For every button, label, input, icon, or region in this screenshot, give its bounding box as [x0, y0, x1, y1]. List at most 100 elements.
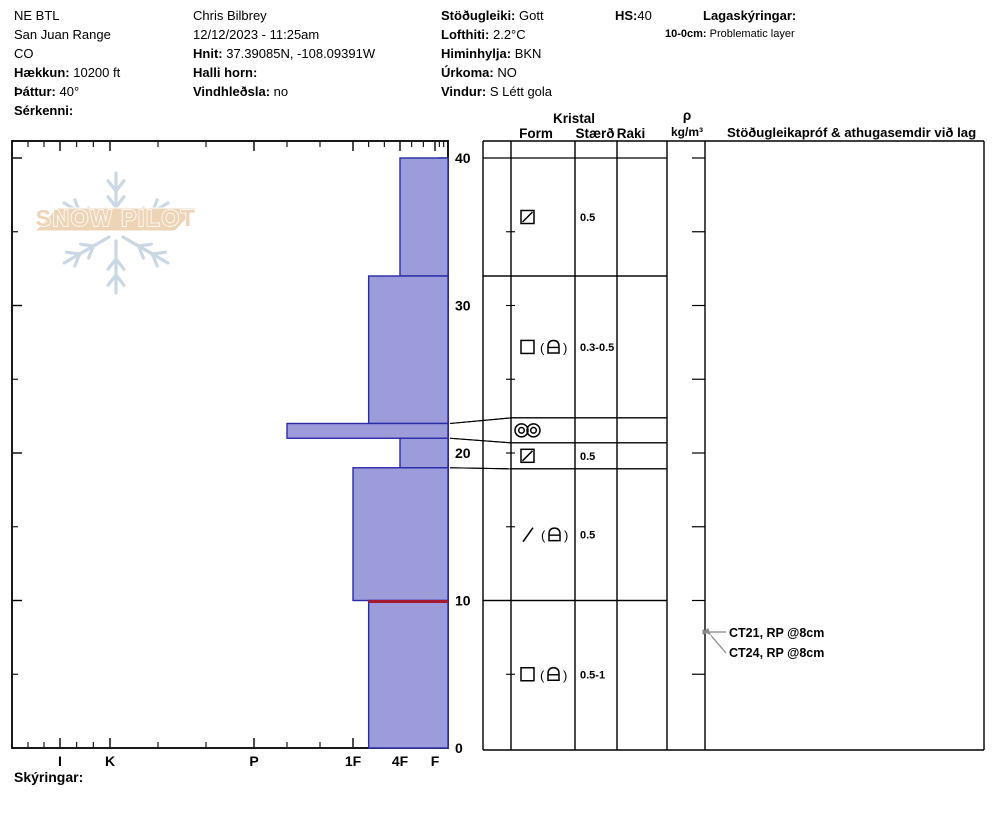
- snowflake-branch: [150, 250, 167, 256]
- snowflake-branch: [114, 273, 126, 287]
- grain-square-slash-icon: [521, 450, 534, 462]
- grain-square-slash-icon: [520, 209, 535, 225]
- legend-label: Skýringar:: [14, 769, 84, 785]
- coordinates: Hnit: 37.39085N, -108.09391W: [193, 46, 376, 61]
- slope-angle: Halli horn:: [193, 65, 258, 80]
- paren-close: ): [563, 668, 567, 683]
- grain-form-symbol: [520, 448, 535, 464]
- grain-form-symbol: [520, 209, 535, 225]
- depth-axis-label: 30: [455, 298, 471, 314]
- stability-test-label: CT21, RP @8cm: [729, 626, 824, 640]
- hardness-axis-label: I: [58, 753, 62, 769]
- depth-axis-label: 0: [455, 740, 463, 756]
- row-connector-line: [449, 437, 512, 444]
- observer-info-block: Chris Bilbrey 12/12/2023 - 11:25am Hnit:…: [193, 6, 375, 101]
- row-connector-line: [449, 467, 512, 470]
- snow-height-block: HS:40: [615, 6, 652, 25]
- layer-bar: [286, 422, 449, 439]
- snowflake-arm: [62, 235, 111, 265]
- grain-form-symbol: [514, 423, 541, 438]
- site-special: Sérkenni:: [14, 103, 74, 118]
- column-header-form: Form: [519, 126, 553, 141]
- hardness-axis-label: 4F: [392, 753, 409, 769]
- layer-bar: [367, 599, 449, 749]
- layer-notes-block: Lagaskýringar:: [703, 6, 796, 25]
- column-header-size: Stærð: [575, 126, 614, 141]
- hardness-axis-label: F: [431, 753, 440, 769]
- column-header-moisture: Raki: [617, 126, 646, 141]
- snow-height: HS:40: [615, 8, 652, 23]
- stability-test-label: CT24, RP @8cm: [729, 646, 824, 660]
- grain-cup-icon: [547, 666, 560, 681]
- grain-size-value: 0.5: [580, 451, 595, 463]
- snowpilot-watermark: SNOW PILOT: [33, 171, 199, 295]
- snowflake-arm: [121, 235, 170, 265]
- column-header-density: ρ: [683, 108, 691, 123]
- snowflake-branch: [65, 250, 82, 256]
- grain-square-slash-icon: [521, 211, 534, 223]
- depth-axis-label: 20: [455, 445, 471, 461]
- snowflake-branch: [106, 195, 118, 209]
- grain-square-slash-icon: [520, 448, 535, 464]
- snowflake-branch: [114, 179, 126, 193]
- grain-form-symbol: (): [520, 666, 567, 683]
- grain-double-circles-icon: [529, 426, 538, 434]
- grain-size-value: 0.5-1: [580, 669, 605, 681]
- wind-loading: Vindhleðsla: no: [193, 84, 289, 99]
- air-temp: Lofthiti: 2.2°C: [441, 27, 526, 42]
- snowflake-branch: [106, 179, 118, 193]
- grain-double-circles-icon: [526, 423, 541, 438]
- snowflake-branch: [106, 273, 118, 287]
- snowflake-branch: [136, 244, 145, 260]
- grain-square-icon: [520, 667, 535, 682]
- site-name: NE BTL: [14, 8, 60, 23]
- paren-open: (: [540, 668, 545, 683]
- snowflake-branch: [114, 257, 126, 271]
- sky-cover: Himinhylja: BKN: [441, 46, 542, 61]
- grain-form-symbol: (): [520, 339, 567, 355]
- snowflake-branch: [114, 195, 126, 209]
- row-connector-line: [449, 417, 512, 425]
- snowflake-branch: [150, 252, 159, 268]
- column-header-density-unit: kg/m³: [671, 125, 703, 139]
- snowflake-branch: [87, 244, 96, 260]
- depth-axis-label: 40: [455, 150, 471, 166]
- grain-size-value: 0.3-0.5: [580, 342, 614, 354]
- stability-tests: CT21, RP @8cm CT24, RP @8cm: [702, 626, 824, 660]
- layer-bar: [399, 437, 449, 469]
- logo-text: SNOW PILOT: [36, 205, 197, 231]
- grain-double-circles-icon: [514, 423, 529, 438]
- precip: Úrkoma: NO: [441, 65, 517, 80]
- stability-test-arrow: [710, 635, 727, 654]
- column-header-stability: Stöðugleikapróf & athugasemdir við lag: [727, 125, 976, 140]
- grain-double-circles-icon: [517, 426, 526, 434]
- site-info-block: NE BTL San Juan Range CO Hækkun: 10200 f…: [14, 6, 120, 120]
- site-state: CO: [14, 46, 34, 61]
- layer-bar: [352, 467, 449, 602]
- paren-open: (: [541, 528, 546, 543]
- logo-banner: [33, 207, 199, 232]
- snowflake-branch: [79, 242, 96, 248]
- grain-square-icon: [520, 339, 535, 355]
- observation-datetime: 12/12/2023 - 11:25am: [193, 27, 320, 42]
- layer-bar: [399, 157, 449, 277]
- layer-bar: [367, 275, 449, 425]
- site-elevation: Hækkun: 10200 ft: [14, 65, 121, 80]
- hardness-axis-label: 1F: [345, 753, 362, 769]
- grain-cup-icon: [548, 527, 561, 542]
- layer-note-line: 10-0cm: Problematic layer: [665, 28, 795, 40]
- depth-axis-label: 10: [455, 593, 471, 609]
- grain-cup-icon: [547, 339, 560, 354]
- site-aspect: Þáttur: 40°: [14, 84, 80, 99]
- stability-test-arrowhead: [703, 627, 711, 636]
- grain-size-value: 0.5: [580, 530, 595, 542]
- grain-size-value: 0.5: [580, 212, 595, 224]
- wind: Vindur: S Létt gola: [441, 84, 553, 99]
- snowflake-branch: [136, 242, 153, 248]
- snowflake-icon: [62, 171, 170, 295]
- paren-close: ): [564, 528, 568, 543]
- hardness-axis-label: K: [105, 753, 115, 769]
- snowflake-branch: [73, 252, 82, 268]
- hardness-axis-label: P: [249, 753, 258, 769]
